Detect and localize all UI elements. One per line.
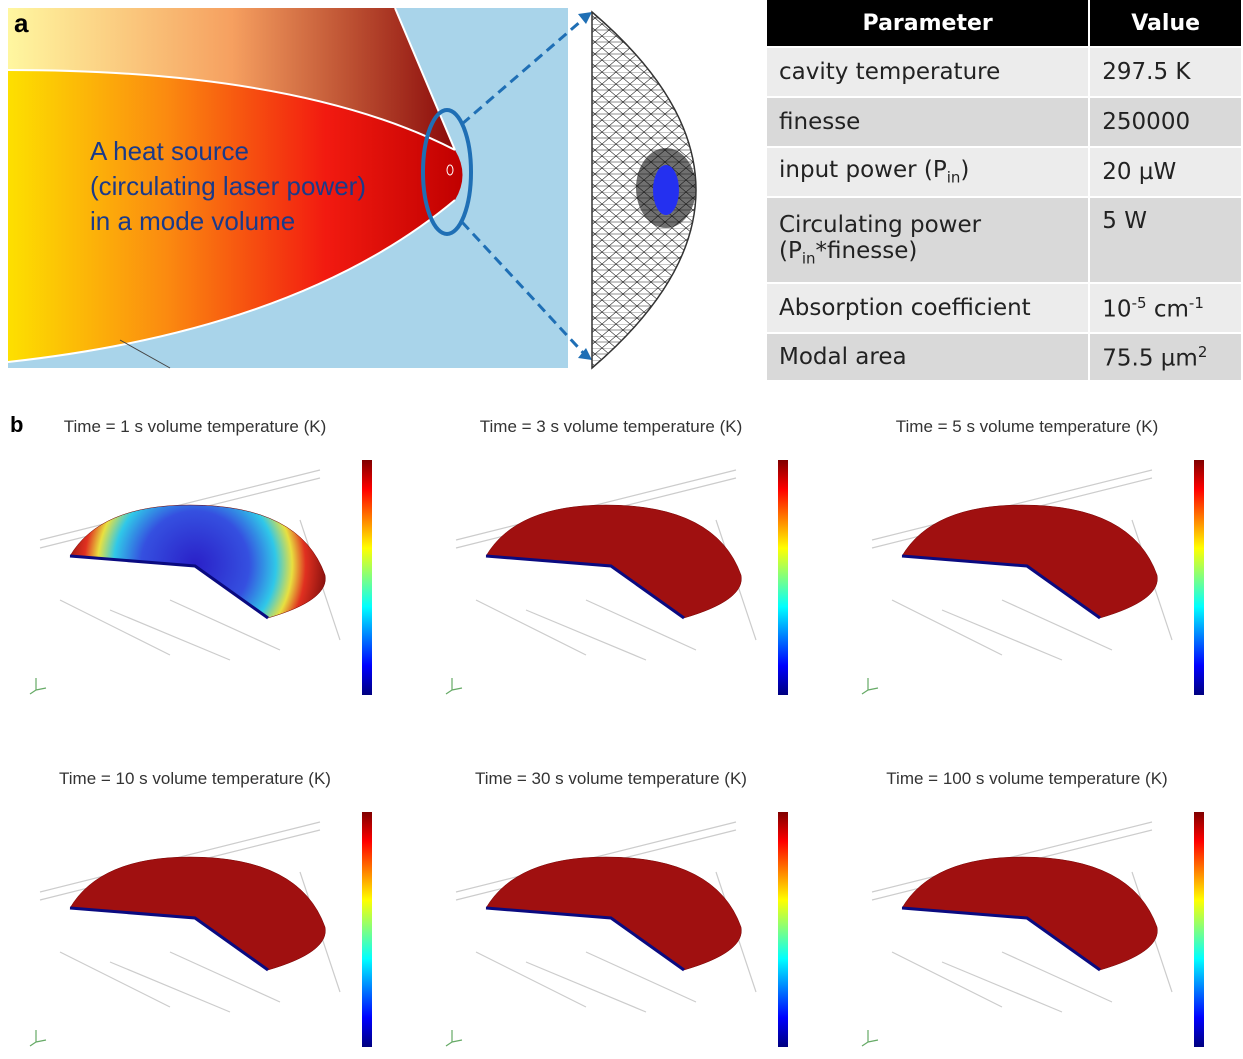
colorbar [362, 460, 372, 695]
cell: 10-5 cm-1 [1089, 283, 1242, 333]
mode-volume [653, 165, 679, 215]
row: Circulating power(Pin*finesse)5 W [767, 197, 1242, 283]
row: input power (Pin)20 µW [767, 147, 1242, 197]
axis-triad [30, 678, 46, 694]
text: ) [960, 157, 969, 183]
annotation: (circulating laser power) [90, 171, 366, 201]
temperature-surface [486, 505, 741, 618]
text: 10 [1102, 296, 1131, 322]
colorbar [362, 812, 372, 1047]
cell: input power (Pin) [767, 147, 1089, 197]
text: cm [1147, 296, 1189, 322]
colorbar [1194, 812, 1204, 1047]
cell: 250000 [1089, 97, 1242, 147]
plot-title: Time = 10 s volume temperature (K) [59, 769, 331, 788]
axis-triad [30, 1030, 46, 1046]
cell: cavity temperature [767, 47, 1089, 97]
text: 75.5 µm [1102, 345, 1198, 371]
axis-triad [862, 678, 878, 694]
temperature-surface [70, 857, 325, 970]
colorbar [778, 460, 788, 695]
temperature-surface [902, 857, 1157, 970]
panel-label: a [14, 8, 29, 38]
temperature-surface [486, 857, 741, 970]
cell: 297.5 K [1089, 47, 1242, 97]
cell: 20 µW [1089, 147, 1242, 197]
cell: Absorption coefficient [767, 283, 1089, 333]
axis-triad [446, 1030, 462, 1046]
colorbar [778, 812, 788, 1047]
cell: Modal area [767, 333, 1089, 381]
text: Circulating power [779, 212, 981, 238]
plot: Time = 10 s volume temperature (K) [30, 769, 372, 1047]
cell: 75.5 µm2 [1089, 333, 1242, 381]
page: {"panel_a": {"label": "a", "annotation":… [0, 0, 1243, 1059]
plot-title: Time = 30 s volume temperature (K) [475, 769, 747, 788]
plot-title: Time = 3 s volume temperature (K) [480, 417, 743, 436]
superscript: 2 [1198, 343, 1208, 361]
colorbar [1194, 460, 1204, 695]
plot-title: Time = 100 s volume temperature (K) [886, 769, 1167, 788]
arrow-heads [578, 12, 592, 360]
plots: Time = 1 s volume temperature (K) Time = … [30, 417, 1204, 1047]
text: *finesse) [816, 238, 918, 264]
plot: Time = 100 s volume temperature (K) [862, 769, 1204, 1047]
cell: 5 W [1089, 197, 1242, 283]
cell: Circulating power(Pin*finesse) [767, 197, 1089, 283]
plot: Time = 1 s volume temperature (K) [30, 417, 372, 695]
plot: Time = 5 s volume temperature (K) [862, 417, 1204, 695]
temperature-surface [70, 505, 325, 618]
header-cell: Value [1089, 0, 1242, 47]
axis-triad [862, 1030, 878, 1046]
page-body: a A heat source (circulating laser power… [0, 0, 1243, 1059]
plot: Time = 30 s volume temperature (K) [446, 769, 788, 1047]
panel-label: b [10, 412, 23, 437]
plot: Time = 3 s volume temperature (K) [446, 417, 788, 695]
temperature-surface [902, 505, 1157, 618]
subscript: in [802, 250, 816, 268]
plot-title: Time = 5 s volume temperature (K) [896, 417, 1159, 436]
superscript: -1 [1189, 294, 1204, 312]
superscript: -5 [1132, 294, 1147, 312]
text: (P [779, 238, 802, 264]
annotation: in a mode volume [90, 206, 295, 236]
text: input power (P [779, 157, 947, 183]
plot-title: Time = 1 s volume temperature (K) [64, 417, 327, 436]
axis-triad [446, 678, 462, 694]
cell: finesse [767, 97, 1089, 147]
annotation: A heat source [90, 136, 249, 166]
header-cell: Parameter [767, 0, 1089, 47]
subscript: in [947, 169, 961, 187]
